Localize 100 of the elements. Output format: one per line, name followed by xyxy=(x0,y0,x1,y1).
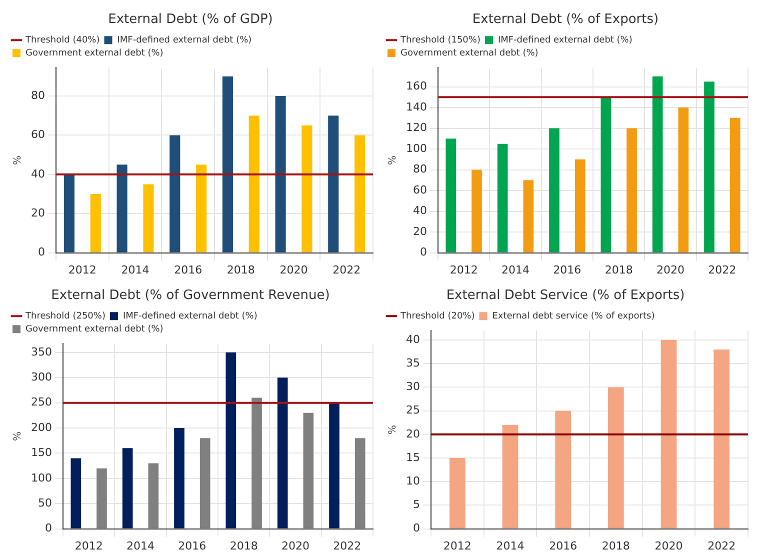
x-tick-label: 2022 xyxy=(332,263,361,276)
bar xyxy=(252,398,262,528)
x-tick-label: 2012 xyxy=(68,263,96,276)
y-tick-label: 200 xyxy=(30,420,52,434)
x-tick-label: 2018 xyxy=(602,539,630,552)
legend-label: IMF-defined external debt (%) xyxy=(117,35,252,46)
x-tick-label: 2020 xyxy=(280,263,308,276)
bar xyxy=(248,116,260,252)
y-tick-label: 80 xyxy=(412,162,427,176)
x-tick-label: 2022 xyxy=(333,539,362,552)
bar xyxy=(549,128,560,252)
bar xyxy=(116,164,128,252)
x-tick-label: 2018 xyxy=(604,263,633,276)
bar xyxy=(226,352,236,528)
y-tick-label: 40 xyxy=(412,204,427,218)
y-tick-label: 60 xyxy=(30,128,45,142)
bar xyxy=(90,194,101,252)
x-tick-label: 2014 xyxy=(501,263,530,276)
x-tick-label: 2012 xyxy=(74,539,103,552)
y-tick-label: 300 xyxy=(30,370,52,384)
bar xyxy=(714,349,730,528)
y-tick-label: 30 xyxy=(406,380,420,394)
x-tick-label: 2016 xyxy=(549,539,578,552)
y-tick-label: 120 xyxy=(406,121,427,134)
x-tick-label: 2020 xyxy=(654,539,683,552)
chart-title: External Debt (% of Exports) xyxy=(472,12,659,28)
y-tick-label: 20 xyxy=(406,427,420,440)
y-tick-label: 40 xyxy=(30,167,45,180)
y-tick-label: 80 xyxy=(30,88,45,102)
y-tick-label: 20 xyxy=(412,224,427,238)
y-tick-label: 50 xyxy=(38,496,52,510)
legend-label: Threshold (250%) xyxy=(24,311,106,322)
bar xyxy=(277,378,288,528)
y-tick-label: 350 xyxy=(30,345,52,358)
y-tick-label: 100 xyxy=(30,471,52,484)
legend-label: Threshold (150%) xyxy=(400,35,480,46)
y-tick-label: 160 xyxy=(406,80,427,93)
bar xyxy=(275,96,286,252)
bar xyxy=(730,118,740,252)
bar xyxy=(174,428,184,528)
bar xyxy=(523,180,534,252)
bar xyxy=(200,438,210,528)
chart-title: External Debt Service (% of Exports) xyxy=(446,288,685,304)
bar xyxy=(70,458,82,528)
y-axis-title: % xyxy=(12,155,24,165)
bar xyxy=(704,82,714,252)
bar xyxy=(354,135,366,252)
y-tick-label: 35 xyxy=(406,356,420,370)
bar xyxy=(222,76,233,252)
bar xyxy=(626,128,637,252)
chart-title: External Debt (% of Government Revenue) xyxy=(51,288,330,304)
legend-label: Government external debt (%) xyxy=(26,324,164,334)
bar xyxy=(302,125,312,252)
y-tick-label: 0 xyxy=(412,522,420,535)
y-tick-label: 0 xyxy=(38,246,45,259)
bar xyxy=(502,424,518,528)
bar xyxy=(472,170,482,252)
y-tick-label: 60 xyxy=(412,183,427,196)
y-tick-label: 20 xyxy=(30,206,45,220)
bar xyxy=(328,116,339,252)
legend-label: Government external debt (%) xyxy=(400,48,538,58)
bar xyxy=(148,463,159,528)
bar xyxy=(303,412,314,528)
x-tick-label: 2016 xyxy=(174,263,202,276)
bar xyxy=(600,97,612,252)
bar xyxy=(608,387,624,528)
legend-label: Threshold (20%) xyxy=(400,311,475,322)
x-tick-label: 2020 xyxy=(656,263,684,276)
legend-label: External debt service (% of exports) xyxy=(492,311,655,322)
bar xyxy=(96,468,107,528)
y-tick-label: 250 xyxy=(30,396,52,409)
y-axis-title: % xyxy=(388,424,399,434)
y-tick-label: 150 xyxy=(30,446,52,460)
bar xyxy=(497,144,508,252)
legend-label: IMF-defined external debt (%) xyxy=(122,311,258,322)
bar xyxy=(660,340,677,528)
x-tick-label: 2016 xyxy=(178,539,206,552)
y-axis-title: % xyxy=(388,155,399,165)
bar xyxy=(354,438,366,528)
legend-label: Threshold (40%) xyxy=(24,35,100,46)
bar xyxy=(446,138,456,252)
bar xyxy=(196,164,207,252)
y-tick-label: 15 xyxy=(406,450,420,464)
legend-label: IMF-defined external debt (%) xyxy=(498,35,632,46)
y-tick-label: 140 xyxy=(406,100,427,114)
bar xyxy=(574,159,586,252)
y-tick-label: 0 xyxy=(420,246,427,259)
bar xyxy=(449,458,466,528)
x-tick-label: 2014 xyxy=(126,539,154,552)
x-tick-label: 2022 xyxy=(708,539,736,552)
x-tick-label: 2022 xyxy=(708,263,736,276)
bar xyxy=(329,402,340,528)
bar xyxy=(64,174,74,252)
x-tick-label: 2018 xyxy=(230,539,258,552)
bar xyxy=(555,410,572,528)
x-tick-label: 2018 xyxy=(226,263,255,276)
bar xyxy=(652,76,663,252)
x-tick-label: 2014 xyxy=(121,263,150,276)
x-tick-label: 2016 xyxy=(553,263,582,276)
y-tick-label: 100 xyxy=(406,142,427,155)
